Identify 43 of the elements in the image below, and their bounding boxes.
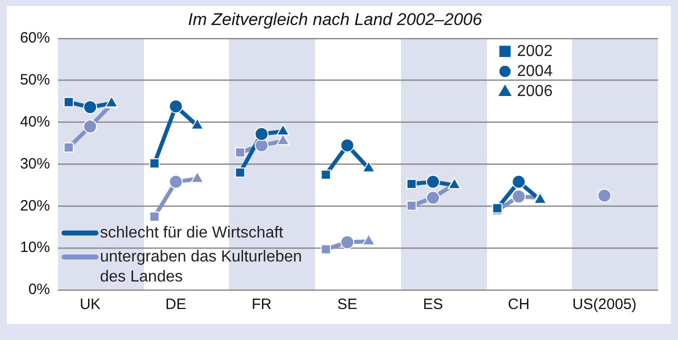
point <box>254 127 269 142</box>
chart-title: Im Zeitvergleich nach Land 2002–2006 <box>188 10 482 29</box>
x-tick-label: US(2005) <box>572 296 637 314</box>
y-tick-label: 30% <box>20 155 50 172</box>
x-tick-label: FR <box>252 296 272 314</box>
point <box>83 119 98 134</box>
point <box>149 212 160 222</box>
point <box>83 100 98 114</box>
point <box>597 188 612 203</box>
point <box>426 190 440 205</box>
point <box>64 142 74 153</box>
legend-label: 2004 <box>517 62 553 80</box>
x-tick-label: CH <box>508 296 530 314</box>
y-tick-label: 60% <box>20 30 50 47</box>
point <box>64 97 74 108</box>
point <box>320 244 331 254</box>
legend-label: 2006 <box>517 82 553 100</box>
x-tick-label: DE <box>165 296 186 314</box>
y-tick-label: 0% <box>28 281 50 298</box>
point <box>235 147 246 158</box>
point <box>320 170 331 180</box>
x-tick-label: ES <box>422 296 444 314</box>
y-tick-label: 20% <box>20 197 50 214</box>
point <box>340 235 354 250</box>
point <box>512 189 526 204</box>
legend-label: 2002 <box>517 42 553 60</box>
x-tick-label: UK <box>80 296 101 314</box>
point <box>406 200 417 211</box>
y-tick-label: 40% <box>20 113 50 130</box>
y-tick-label: 10% <box>20 239 50 256</box>
point <box>168 174 183 189</box>
point <box>149 158 160 168</box>
point <box>235 167 246 178</box>
legend-label: schlecht für die Wirtschaft <box>100 224 284 242</box>
point <box>406 178 417 190</box>
point <box>426 174 440 189</box>
y-tick-label: 50% <box>20 71 50 88</box>
point <box>168 99 183 114</box>
x-tick-label: SE <box>337 296 358 314</box>
point <box>254 138 269 152</box>
point <box>512 174 526 189</box>
point <box>340 138 354 152</box>
legend-label: untergraben das Kulturleben des Landes <box>100 248 302 286</box>
